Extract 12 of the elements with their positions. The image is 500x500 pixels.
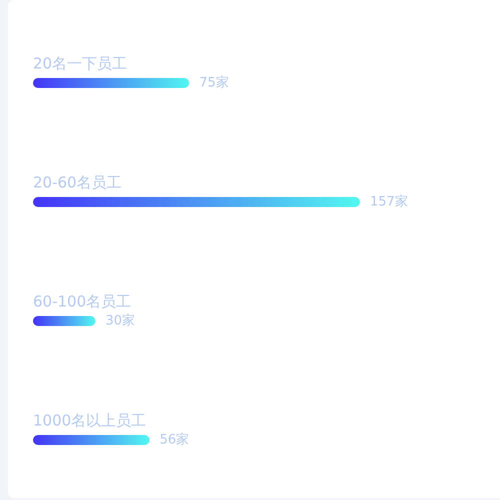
- data-label: 157家: [370, 194, 408, 210]
- bar: [33, 78, 190, 88]
- y-tick-label: 60-100名员工: [33, 292, 132, 310]
- bar: [33, 435, 150, 445]
- data-label: 30家: [105, 312, 136, 328]
- y-tick-label: 20名一下员工: [33, 54, 128, 72]
- bar: [33, 316, 96, 326]
- data-label: 56家: [160, 432, 190, 448]
- y-tick-label: 20-60名员工: [33, 174, 122, 192]
- data-label: 75家: [199, 74, 229, 90]
- bar: [33, 197, 360, 207]
- y-tick-label: 1000名以上员工: [33, 412, 146, 430]
